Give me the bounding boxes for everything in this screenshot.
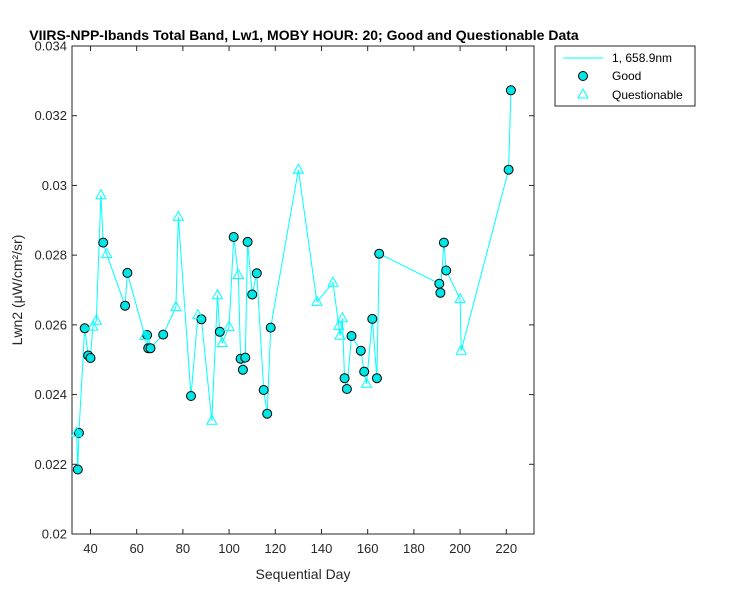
x-axis-label: Sequential Day [256,566,351,582]
x-tick-label: 100 [218,541,240,556]
questionable-data-point [223,320,235,331]
good-data-point [367,313,378,324]
legend-label-good: Good [612,69,641,83]
questionable-data-point [211,288,224,300]
good-data-point [346,331,357,341]
y-tick-label: 0.026 [34,317,67,332]
questionable-data-point [334,329,346,340]
good-data-point [374,248,385,259]
good-data-point [122,267,133,278]
questionable-data-point [138,329,151,340]
legend: 1, 658.9nm Good Questionable [554,45,696,107]
good-data-point [258,385,269,395]
legend-questionable-marker [577,87,589,99]
good-data-point [262,408,273,419]
y-axis-label: Lwn2 (μW/cm²/sr) [9,235,25,346]
questionable-data-point [100,247,113,259]
questionable-data-point [455,344,468,355]
y-tick-label: 0.022 [34,457,67,472]
good-data-point [242,236,253,247]
good-data-point [98,237,109,248]
good-data-point [237,364,248,375]
good-data-point [441,265,452,276]
good-data-point [341,384,352,394]
good-data-point [251,268,262,279]
legend-label-line: 1, 658.9nm [612,51,672,65]
questionable-data-point [311,295,323,306]
good-data-point [214,326,225,337]
questionable-data-point [192,308,204,320]
good-data-point [435,287,446,298]
questionable-data-point [95,188,107,200]
y-tick-label: 0.024 [34,387,67,402]
x-tick-label: 140 [311,541,333,556]
x-tick-label: 220 [495,541,517,556]
good-data-point [359,366,370,377]
series-line-group [76,90,512,470]
chart-title: VIIRS-NPP-Ibands Total Band, Lw1, MOBY H… [29,27,579,43]
questionable-data-point [360,377,373,388]
x-tick-label: 40 [83,541,97,556]
good-data-point [503,164,514,175]
x-tick-label: 180 [403,541,425,556]
good-data-point [434,278,445,289]
good-data-point [505,85,516,96]
x-tick-label: 80 [176,541,190,556]
y-axis: 0.02 0.022 0.024 0.026 0.028 0.03 0.032 0.034 [34,39,534,542]
series-line-658nm [76,90,512,470]
questionable-data-point [327,276,339,287]
questionable-data-point [90,314,103,325]
questionable-data-point [170,300,182,312]
questionable-data-point [454,292,466,304]
y-tick-label: 0.02 [42,527,67,542]
good-data-point [120,300,131,311]
legend-label-questionable: Questionable [612,88,683,102]
y-tick-label: 0.034 [34,39,67,54]
good-data-point [228,232,239,242]
questionable-data-point [205,414,218,425]
good-data-point [85,353,96,363]
good-data-point [158,329,169,340]
good-data-point [240,352,251,363]
good-data-point [72,464,83,475]
good-data-point [355,345,366,356]
good-data-point [265,322,276,333]
questionable-data-point [336,311,349,323]
questionable-data-point [70,426,83,437]
questionable-data-point [292,163,305,174]
questionable-data-point [332,319,345,330]
x-tick-label: 200 [449,541,471,556]
y-tick-label: 0.03 [42,178,67,193]
y-tick-label: 0.032 [34,108,67,123]
y-tick-label: 0.028 [34,248,67,263]
good-data-point [196,314,207,325]
questionable-data-point [86,320,99,331]
x-tick-label: 120 [264,541,286,556]
series-markers-group [70,85,516,475]
good-data-point [145,343,156,354]
x-tick-label: 160 [357,541,379,556]
good-data-point [186,391,196,401]
questionable-data-point [216,336,229,347]
good-data-point [247,289,258,300]
good-data-point [79,323,90,334]
questionable-data-point [232,268,245,279]
x-axis: 40 60 80 100 120 140 160 180 200 220 [83,46,517,556]
good-data-point [438,237,449,248]
good-data-point [339,373,350,384]
good-data-point [371,373,382,384]
x-tick-label: 60 [129,541,143,556]
legend-good-marker [578,71,588,81]
questionable-data-point [172,210,185,221]
plot-area [71,45,535,535]
